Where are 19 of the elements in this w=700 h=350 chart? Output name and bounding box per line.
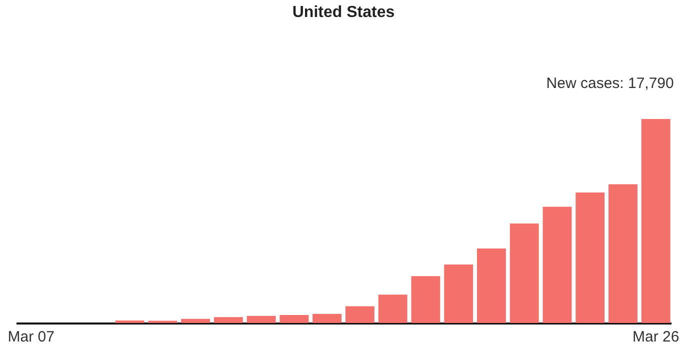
bar: [510, 223, 539, 323]
bar: [312, 314, 342, 323]
bar: [378, 294, 408, 323]
bar: [214, 317, 243, 323]
bar: [542, 206, 572, 323]
annotation: New cases: 17,790: [546, 75, 674, 92]
bar: [345, 306, 374, 323]
bar: [280, 315, 309, 323]
bar: [411, 276, 440, 323]
chart-title: United States: [292, 4, 395, 21]
x-tick-label: Mar 07: [8, 328, 54, 346]
bar: [576, 192, 605, 323]
bar: [181, 318, 210, 323]
bar: [477, 248, 506, 323]
x-tick-label: Mar 26: [632, 328, 680, 346]
bar: [246, 316, 276, 323]
bar: [608, 184, 638, 323]
bar: [641, 119, 670, 323]
bar: [444, 264, 474, 323]
